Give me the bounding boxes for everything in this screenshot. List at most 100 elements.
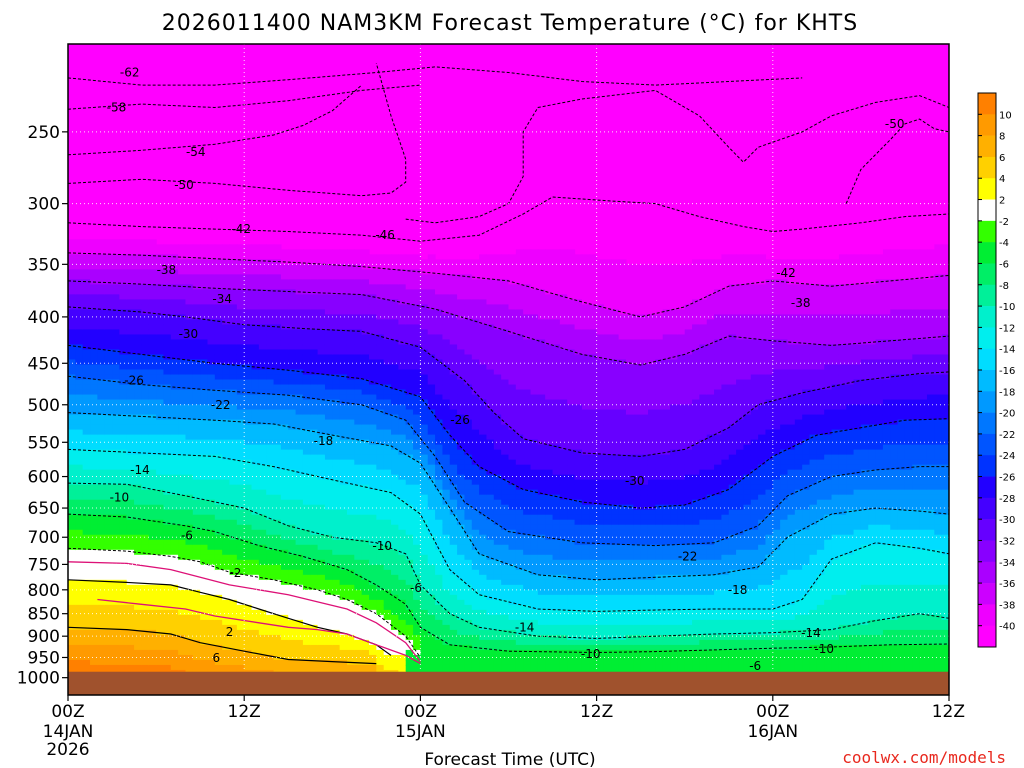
fill-cell xyxy=(280,639,289,646)
fill-cell xyxy=(134,364,143,371)
fill-cell xyxy=(112,459,120,466)
fill-cell xyxy=(405,359,414,366)
fill-cell xyxy=(354,274,363,280)
fill-cell xyxy=(163,599,172,606)
fill-cell xyxy=(141,614,150,621)
fill-cell xyxy=(273,489,282,496)
fill-cell xyxy=(413,604,421,611)
fill-cell xyxy=(148,559,157,566)
fill-cell xyxy=(244,429,253,436)
fill-cell xyxy=(90,649,98,656)
fill-cell xyxy=(332,359,341,366)
fill-cell xyxy=(68,604,76,611)
fill-cell xyxy=(302,614,311,621)
fill-cell xyxy=(97,264,106,270)
fill-cell xyxy=(82,299,91,305)
fill-cell xyxy=(266,664,275,671)
fill-cell xyxy=(236,509,245,516)
fill-cell xyxy=(449,504,458,511)
fill-cell xyxy=(302,514,311,521)
fill-cell xyxy=(207,599,216,606)
fill-cell xyxy=(141,384,150,391)
fill-cell xyxy=(280,624,289,631)
fill-cell xyxy=(148,484,157,491)
fill-cell xyxy=(112,349,120,356)
fill-cell xyxy=(148,649,157,656)
fill-cell xyxy=(229,439,238,446)
fill-cell xyxy=(310,359,319,366)
fill-cell xyxy=(273,614,282,621)
fill-cell xyxy=(376,604,385,611)
fill-cell xyxy=(449,279,458,285)
fill-cell xyxy=(178,404,187,411)
fill-cell xyxy=(192,449,201,456)
fill-cell xyxy=(104,639,113,646)
fill-cell xyxy=(346,514,355,521)
fill-cell xyxy=(361,354,370,361)
fill-cell xyxy=(229,409,238,416)
fill-cell xyxy=(457,389,466,396)
fill-cell xyxy=(295,559,304,566)
fill-cell xyxy=(229,494,238,501)
fill-cell xyxy=(361,294,370,300)
fill-cell xyxy=(405,389,414,396)
fill-cell xyxy=(82,634,91,641)
fill-cell xyxy=(104,544,113,551)
fill-cell xyxy=(427,464,436,471)
fill-cell xyxy=(258,434,267,441)
fill-cell xyxy=(258,254,267,260)
fill-cell xyxy=(413,329,421,336)
fill-cell xyxy=(222,409,231,416)
fill-cell xyxy=(280,544,289,551)
fill-cell xyxy=(339,289,348,295)
fill-cell xyxy=(207,614,216,621)
fill-cell xyxy=(457,579,466,586)
fill-cell xyxy=(324,474,333,481)
fill-cell xyxy=(310,644,319,651)
fill-cell xyxy=(449,439,458,446)
fill-cell xyxy=(82,379,91,386)
fill-cell xyxy=(258,439,267,446)
fill-cell xyxy=(413,314,421,321)
fill-cell xyxy=(192,419,201,426)
fill-cell xyxy=(376,274,385,280)
fill-cell xyxy=(185,484,194,491)
fill-cell xyxy=(163,389,172,396)
fill-cell xyxy=(141,514,150,521)
fill-cell xyxy=(82,284,91,290)
fill-cell xyxy=(185,589,194,596)
fill-cell xyxy=(295,319,304,326)
fill-cell xyxy=(295,474,304,481)
fill-cell xyxy=(90,629,98,636)
fill-cell xyxy=(369,254,377,260)
fill-cell xyxy=(339,354,348,361)
fill-cell xyxy=(398,284,407,290)
fill-cell xyxy=(405,284,414,290)
fill-cell xyxy=(280,414,289,421)
fill-cell xyxy=(119,494,128,501)
fill-cell xyxy=(134,554,143,561)
fill-cell xyxy=(222,559,231,566)
fill-cell xyxy=(258,654,267,661)
fill-cell xyxy=(310,489,319,496)
fill-cell xyxy=(435,434,444,441)
fill-cell xyxy=(75,659,84,666)
fill-cell xyxy=(464,479,473,486)
fill-cell xyxy=(339,644,348,651)
fill-cell xyxy=(156,594,165,601)
fill-cell xyxy=(251,274,260,280)
fill-cell xyxy=(170,564,179,571)
fill-cell xyxy=(236,489,245,496)
fill-cell xyxy=(288,434,297,441)
fill-cell xyxy=(398,664,407,671)
fill-cell xyxy=(413,609,421,616)
fill-cell xyxy=(420,524,429,531)
fill-cell xyxy=(104,419,113,426)
fill-cell xyxy=(464,294,473,300)
fill-cell xyxy=(156,359,165,366)
fill-cell xyxy=(258,454,267,461)
fill-cell xyxy=(317,289,326,295)
fill-cell xyxy=(222,384,231,391)
fill-cell xyxy=(163,579,172,586)
fill-cell xyxy=(214,559,223,566)
